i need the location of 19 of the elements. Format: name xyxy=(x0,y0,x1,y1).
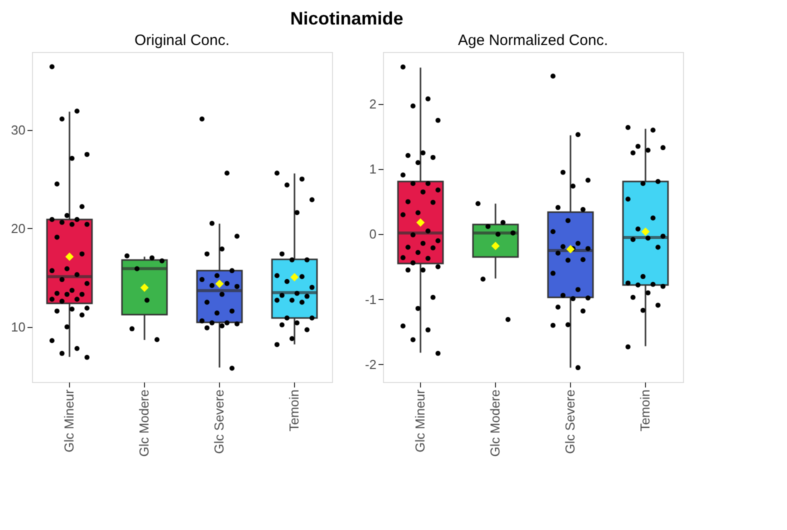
y-tick-label: 0 xyxy=(369,226,376,242)
y-tick-label: -1 xyxy=(364,292,376,307)
x-tick-label: Glc Severe xyxy=(562,390,578,454)
x-tick-label: Glc Modere xyxy=(136,390,152,457)
x-tick-label: Temoin xyxy=(638,390,652,432)
x-tick-label: Glc Mineur xyxy=(412,388,428,452)
y-tick-label: 1 xyxy=(369,162,376,177)
x-tick-label: Glc Mineur xyxy=(62,388,76,452)
text: Nicotinamide xyxy=(290,8,404,28)
chart-title: Age Normalized Conc. xyxy=(458,32,608,49)
y-tick-label: 2 xyxy=(369,96,376,112)
chart-title: Original Conc. xyxy=(134,32,230,49)
y-tick-label: 20 xyxy=(11,220,26,236)
y-tick-label: -2 xyxy=(364,356,376,372)
x-tick-label: Glc Severe xyxy=(212,390,226,454)
y-tick-label: 10 xyxy=(11,319,26,334)
x-tick-label: Temoin xyxy=(286,390,302,432)
y-tick-label: 30 xyxy=(11,122,26,138)
x-tick-label: Glc Modere xyxy=(488,390,502,457)
